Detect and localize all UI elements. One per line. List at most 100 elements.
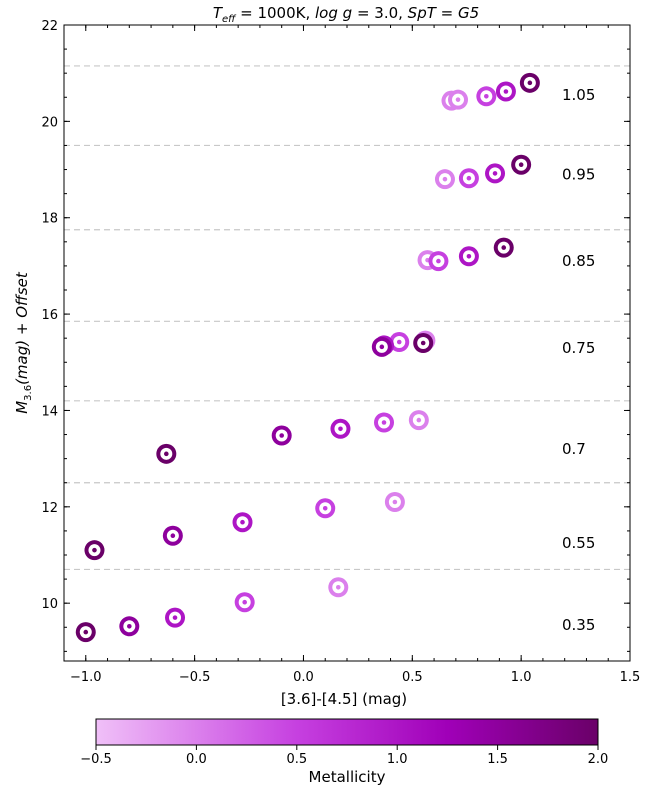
point-dot — [338, 426, 343, 432]
y-ticks: 10 12 14 16 18 20 22 — [41, 19, 630, 652]
point-dot — [436, 258, 441, 264]
data-point — [165, 607, 186, 628]
group-label: 0.75 — [562, 339, 595, 357]
x-tick-label: 0.5 — [402, 670, 423, 685]
point-dot — [164, 451, 169, 457]
data-points — [75, 72, 540, 643]
point-dot — [92, 547, 97, 553]
point-dot — [83, 629, 89, 635]
colorbar-tick-label: 1.0 — [387, 752, 408, 767]
data-point — [493, 237, 514, 258]
group-separators — [64, 65, 630, 571]
x-tick-label: 1.5 — [620, 670, 641, 685]
plot-frame — [63, 24, 631, 662]
data-point — [389, 332, 410, 353]
point-dot — [501, 245, 507, 250]
data-point — [495, 81, 516, 102]
point-dot — [379, 344, 385, 350]
data-point — [371, 336, 392, 357]
colorbar — [95, 718, 599, 746]
point-dot — [420, 340, 426, 346]
point-dot — [335, 584, 341, 590]
data-point — [511, 154, 532, 175]
y-tick-label: 12 — [41, 501, 58, 516]
point-dot — [503, 89, 509, 94]
y-tick-label: 16 — [41, 308, 58, 323]
colorbar-tick-label: 2.0 — [588, 752, 609, 767]
point-dot — [381, 420, 387, 425]
data-point — [156, 443, 177, 464]
title-spt: SpT — [408, 4, 438, 22]
point-dot — [170, 533, 176, 539]
colorbar-tick-label: −0.5 — [80, 752, 112, 767]
data-point — [234, 592, 255, 613]
title-teff-sub: eff — [222, 14, 237, 25]
title-spt-rest: = G5 — [436, 4, 479, 22]
title-logg-rest: = 3.0, — [352, 4, 408, 22]
data-point — [458, 168, 479, 189]
point-dot — [172, 615, 178, 620]
group-label: 0.85 — [562, 252, 595, 270]
data-point — [315, 498, 336, 519]
group-labels: 0.35 0.55 0.7 0.75 0.85 0.95 1.05 — [562, 86, 595, 634]
data-point — [75, 622, 96, 643]
data-point — [458, 246, 479, 267]
point-dot — [492, 171, 498, 176]
point-dot — [322, 505, 328, 511]
data-point — [330, 418, 351, 439]
x-tick-label: 0.0 — [293, 670, 314, 685]
data-point — [485, 163, 506, 184]
y-axis-label: M3.6(mag) + Offset — [13, 271, 34, 414]
group-label: 1.05 — [562, 86, 595, 104]
point-dot — [518, 162, 524, 168]
point-dot — [392, 499, 398, 505]
data-point — [434, 169, 455, 190]
colorbar-ticks: −0.5 0.0 0.5 1.0 1.5 2.0 — [80, 745, 608, 767]
colorbar-tick-label: 0.5 — [286, 752, 307, 767]
title-teff: T — [213, 4, 224, 22]
x-tick-label: −1.0 — [70, 670, 102, 685]
y-tick-label: 18 — [41, 212, 58, 227]
point-dot — [442, 176, 448, 182]
point-dot — [240, 519, 245, 525]
point-dot — [527, 80, 533, 86]
y-tick-label: 22 — [41, 19, 58, 34]
group-label: 0.35 — [562, 616, 595, 634]
point-dot — [242, 599, 247, 605]
point-dot — [127, 624, 132, 629]
data-point — [384, 492, 405, 512]
y-tick-label: 14 — [41, 404, 58, 419]
x-tick-label: 1.0 — [511, 670, 532, 685]
data-point — [476, 86, 497, 107]
title-logg: log g — [315, 4, 352, 22]
data-point — [271, 425, 292, 446]
point-dot — [466, 175, 472, 181]
group-label: 0.55 — [562, 534, 595, 552]
data-point — [328, 577, 349, 598]
data-point — [519, 72, 540, 93]
data-point — [162, 525, 183, 546]
ylabel-rest: (mag) + Offset — [13, 271, 31, 385]
chart-title: Teff = 1000K, log g = 3.0, SpT = G5 — [213, 4, 479, 25]
data-point — [413, 333, 434, 353]
data-point — [84, 540, 105, 561]
data-point — [119, 616, 140, 637]
y-tick-label: 20 — [41, 115, 58, 130]
point-dot — [396, 339, 402, 345]
title-teff-rest: = 1000K, — [235, 4, 315, 22]
y-tick-label: 10 — [41, 597, 58, 612]
data-point — [232, 512, 253, 533]
group-label: 0.7 — [562, 440, 586, 458]
ylabel-m: M — [13, 401, 31, 414]
data-point — [408, 410, 429, 431]
data-point — [374, 412, 395, 433]
colorbar-tick-label: 1.5 — [487, 752, 508, 767]
point-dot — [455, 97, 461, 102]
point-dot — [484, 94, 489, 99]
data-point — [428, 251, 449, 272]
point-dot — [279, 433, 284, 438]
ylabel-sub: 3.6 — [23, 385, 34, 401]
point-dot — [466, 253, 472, 259]
data-point — [448, 89, 469, 110]
